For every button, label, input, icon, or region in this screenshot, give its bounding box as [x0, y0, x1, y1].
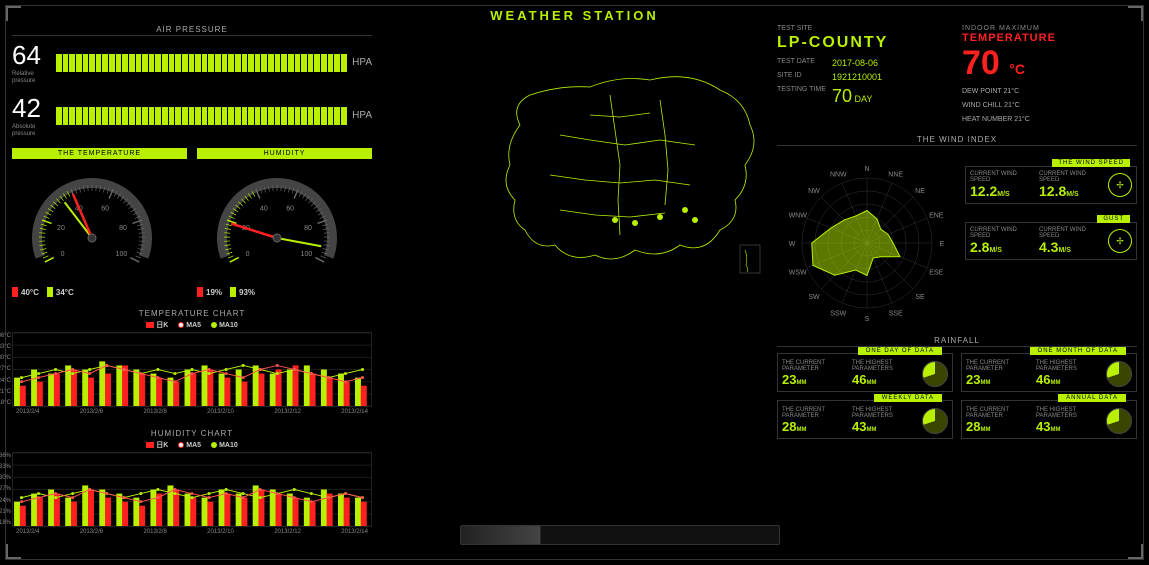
- temp-chart-title: TEMPERATURE CHART: [12, 309, 372, 318]
- hum-legend-1: 19%: [206, 288, 222, 297]
- site-name: LP-COUNTY: [777, 34, 952, 52]
- g-u2: M/S: [1058, 247, 1070, 254]
- svg-text:N: N: [864, 166, 869, 173]
- svg-text:60: 60: [101, 206, 109, 213]
- svg-text:ESE: ESE: [929, 270, 943, 277]
- g-v2: 4.3: [1039, 239, 1058, 255]
- g-v1: 2.8: [970, 239, 989, 255]
- absolute-pressure-label: Absolute pressure: [12, 124, 50, 138]
- svg-text:80: 80: [304, 225, 312, 232]
- ws-l2: CURRENT WIND SPEED: [1039, 171, 1102, 183]
- svg-text:NNW: NNW: [830, 172, 847, 179]
- china-map: [460, 45, 780, 305]
- indoor-title: TEMPERATURE: [962, 32, 1137, 44]
- humidity-gauge-title: HUMIDITY: [197, 148, 372, 159]
- rainfall-card: ANNUAL DATA THE CURRENT PARAMETER28MM TH…: [961, 400, 1137, 439]
- fan-icon: ✢: [1108, 229, 1132, 253]
- svg-text:40: 40: [260, 206, 268, 213]
- svg-text:SSE: SSE: [889, 310, 903, 317]
- hum-chart-title: HUMIDITY CHART: [12, 429, 372, 438]
- relative-pressure-value: 64: [12, 40, 50, 71]
- wind-speed-title: THE WIND SPEED: [1052, 159, 1130, 167]
- rainfall-section-title: RAINFALL: [777, 336, 1137, 347]
- wind-radar: N NNE NE ENE E ESE SE SSE S SSW SW WSW W WNW NW NNW: [777, 158, 957, 328]
- svg-text:100: 100: [116, 251, 128, 258]
- tc-leg-3: MA10: [219, 322, 238, 329]
- indoor-heading: INDOOR MAXIMUM: [962, 25, 1137, 32]
- hc-leg-3: MA10: [219, 442, 238, 449]
- gust-title: GUST: [1097, 215, 1130, 223]
- wind-section-title: THE WIND INDEX: [777, 135, 1137, 146]
- svg-text:80: 80: [119, 225, 127, 232]
- svg-text:S: S: [865, 316, 870, 323]
- pressure-unit: HPA: [352, 57, 372, 68]
- svg-text:NE: NE: [915, 188, 925, 195]
- ws-v2: 12.8: [1039, 183, 1066, 199]
- test-site-heading: TEST SITE: [777, 25, 952, 32]
- page-title: WEATHER STATION: [490, 8, 659, 23]
- svg-text:NW: NW: [808, 188, 820, 195]
- hc-leg-2: MA5: [186, 442, 201, 449]
- rainfall-card: ONE DAY OF DATA THE CURRENT PARAMETER23M…: [777, 353, 953, 392]
- svg-text:ENE: ENE: [929, 212, 944, 219]
- absolute-pressure-row: 42 Absolute pressure HPA: [12, 93, 372, 138]
- ws-u2: M/S: [1066, 191, 1078, 198]
- pie-icon: [922, 361, 948, 387]
- pressure-unit-2: HPA: [352, 110, 372, 121]
- rainfall-card: WEEKLY DATA THE CURRENT PARAMETER28MM TH…: [777, 400, 953, 439]
- svg-text:NNE: NNE: [888, 172, 903, 179]
- absolute-pressure-value: 42: [12, 93, 50, 124]
- fan-icon: ✢: [1108, 173, 1132, 197]
- svg-text:WSW: WSW: [789, 270, 807, 277]
- pie-icon: [1106, 408, 1132, 434]
- temperature-gauge: 020406080100: [12, 163, 172, 283]
- pie-icon: [922, 408, 948, 434]
- relative-pressure-label: Relative pressure: [12, 71, 50, 85]
- rainfall-card: ONE MONTH OF DATA THE CURRENT PARAMETER2…: [961, 353, 1137, 392]
- pressure-section-title: AIR PRESSURE: [12, 25, 372, 36]
- svg-text:SE: SE: [915, 294, 925, 301]
- tc-leg-1: 日K: [156, 320, 168, 330]
- indoor-temp-unit: °C: [1009, 61, 1025, 77]
- gust-card: GUST CURRENT WIND SPEED2.8M/S CURRENT WI…: [965, 222, 1137, 260]
- indoor-temp-value: 70: [962, 44, 1000, 82]
- svg-text:WNW: WNW: [789, 212, 808, 219]
- g-u1: M/S: [989, 247, 1001, 254]
- ws-l1: CURRENT WIND SPEED: [970, 171, 1033, 183]
- g-l1: CURRENT WIND SPEED: [970, 227, 1033, 239]
- svg-text:60: 60: [286, 206, 294, 213]
- svg-text:SW: SW: [808, 294, 820, 301]
- pie-icon: [1106, 361, 1132, 387]
- temperature-chart: 36°C33°C30°C27°C24°C21°C18°C: [12, 332, 372, 407]
- humidity-chart: 36%33%30%27%24%21%18%: [12, 452, 372, 527]
- temp-legend-2: 34°C: [56, 288, 74, 297]
- timeline-slider[interactable]: [460, 525, 780, 545]
- ws-v1: 12.2: [970, 183, 997, 199]
- hum-legend-2: 93%: [239, 288, 255, 297]
- humidity-gauge: 020406080100: [197, 163, 357, 283]
- svg-text:100: 100: [301, 251, 313, 258]
- hc-leg-1: 日K: [156, 440, 168, 450]
- svg-text:W: W: [789, 241, 796, 248]
- tc-leg-2: MA5: [186, 322, 201, 329]
- ws-u1: M/S: [997, 191, 1009, 198]
- svg-text:0: 0: [246, 251, 250, 258]
- relative-pressure-row: 64 Relative pressure HPA: [12, 40, 372, 85]
- svg-text:E: E: [940, 241, 945, 248]
- svg-text:0: 0: [61, 251, 65, 258]
- g-l2: CURRENT WIND SPEED: [1039, 227, 1102, 239]
- svg-text:SSW: SSW: [830, 310, 846, 317]
- temp-gauge-title: THE TEMPERATURE: [12, 148, 187, 159]
- temp-legend-1: 40°C: [21, 288, 39, 297]
- svg-text:20: 20: [57, 225, 65, 232]
- wind-speed-card: THE WIND SPEED CURRENT WIND SPEED12.2M/S…: [965, 166, 1137, 204]
